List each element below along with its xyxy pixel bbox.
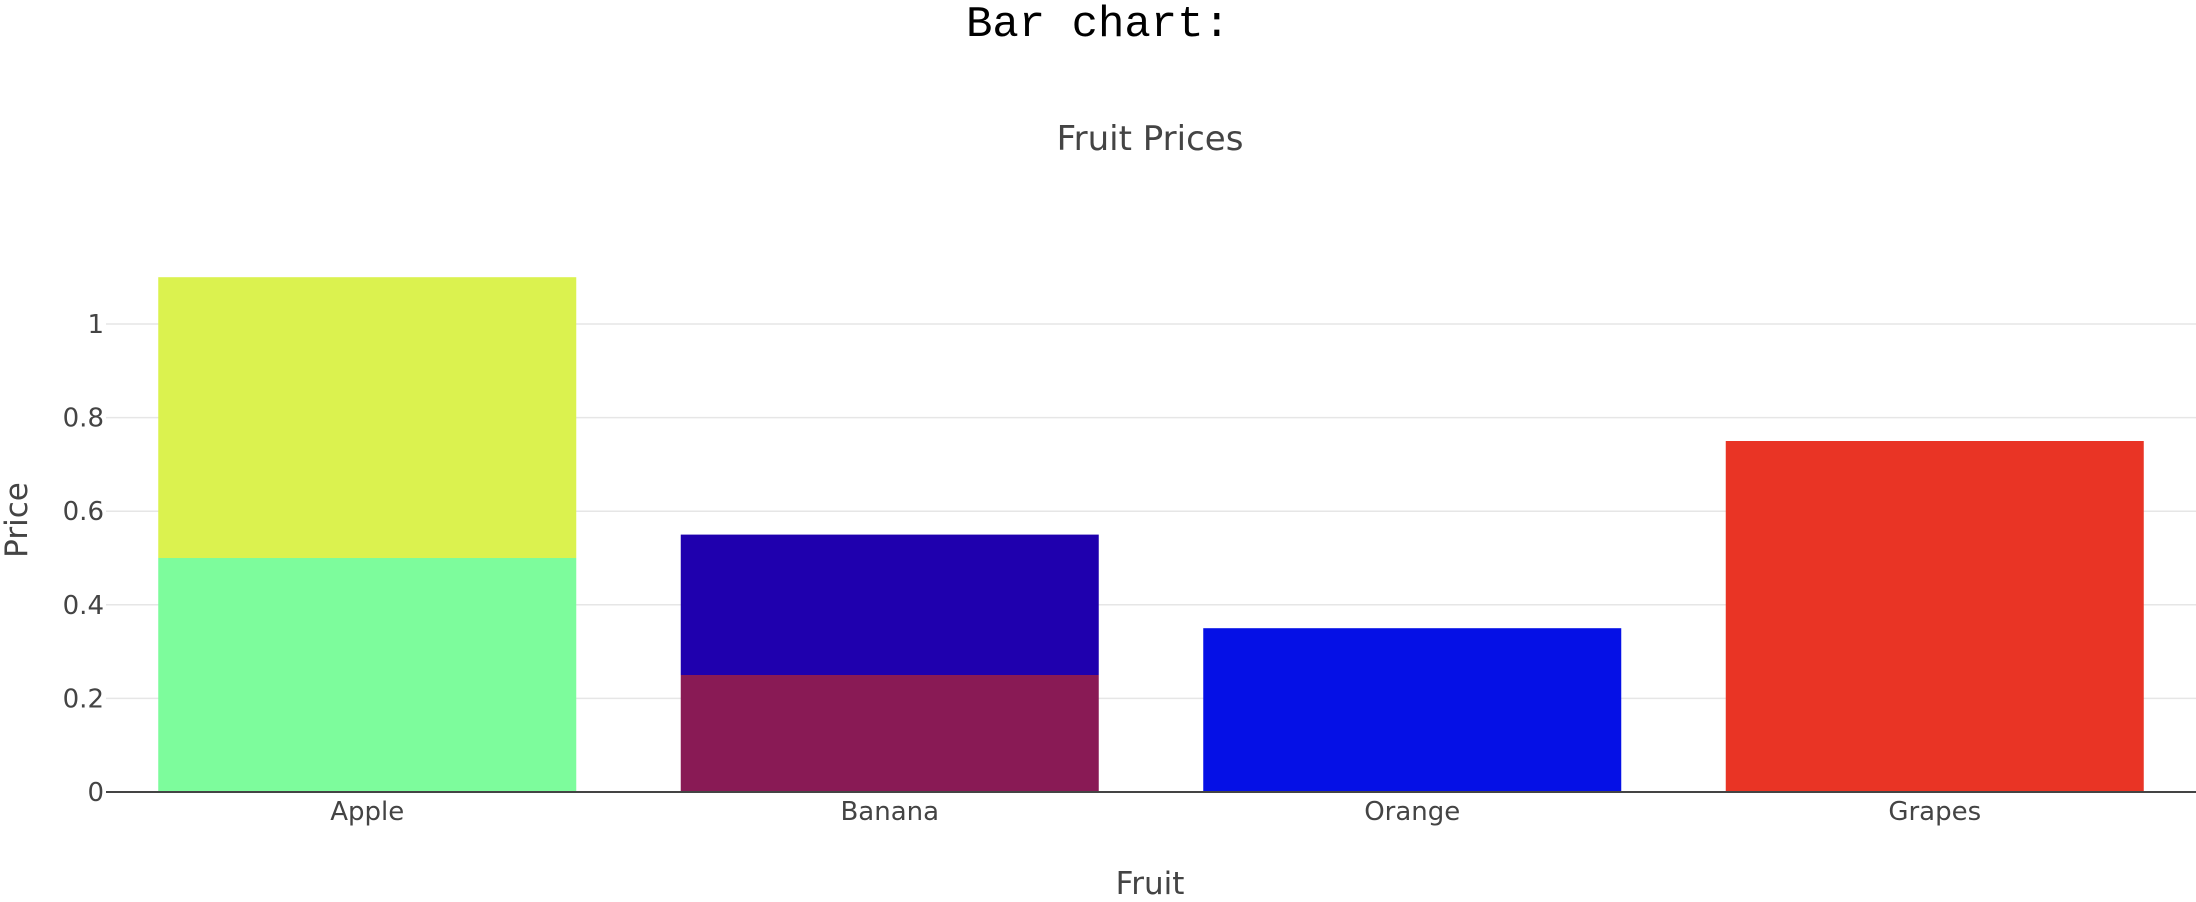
bar-segment-apple xyxy=(158,558,577,792)
bar-segment-orange xyxy=(1203,628,1622,792)
x-tick-label: Orange xyxy=(1364,797,1460,827)
y-tick-label: 0 xyxy=(87,778,104,808)
x-axis-title: Fruit xyxy=(1116,866,1185,902)
y-axis-title: Price xyxy=(0,482,35,558)
chart-title: Fruit Prices xyxy=(1057,119,1244,159)
bars xyxy=(158,277,2144,792)
y-tick-labels: 0 0.2 0.4 0.6 0.8 1 xyxy=(63,310,104,808)
y-tick-label: 0.4 xyxy=(63,591,104,621)
bar-segment-grapes xyxy=(1725,441,2144,792)
y-tick-label: 0.6 xyxy=(63,497,104,527)
bar-segment-apple xyxy=(158,277,577,558)
x-tick-label: Apple xyxy=(330,797,404,827)
y-tick-label: 0.2 xyxy=(63,684,104,714)
x-tick-label: Grapes xyxy=(1888,797,1981,827)
x-tick-labels: Apple Banana Orange Grapes xyxy=(330,797,1981,827)
x-tick-label: Banana xyxy=(840,797,939,827)
bar-segment-banana xyxy=(680,534,1099,675)
y-tick-label: 1 xyxy=(87,310,104,340)
bar-segment-banana xyxy=(680,675,1099,792)
y-tick-label: 0.8 xyxy=(63,404,104,434)
